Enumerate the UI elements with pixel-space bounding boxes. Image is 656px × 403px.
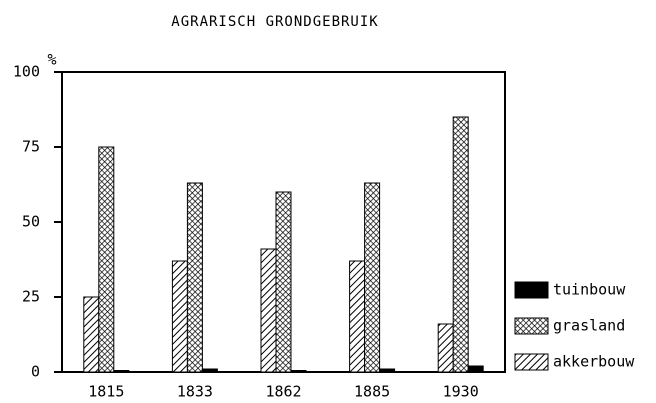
bar	[467, 365, 484, 373]
x-tick-label: 1833	[177, 383, 213, 401]
bar	[83, 296, 100, 373]
bar	[275, 191, 292, 373]
bar	[201, 368, 218, 373]
bar	[452, 116, 469, 373]
legend-swatch	[514, 353, 549, 371]
y-tick-label: 75	[22, 138, 40, 156]
y-tick-label: 50	[22, 213, 40, 231]
x-tick-label: 1885	[354, 383, 390, 401]
bar	[379, 368, 396, 373]
bar	[171, 260, 188, 373]
bar	[186, 182, 203, 373]
legend-label: grasland	[553, 317, 625, 335]
y-tick-label: 0	[31, 363, 40, 381]
legend-label: akkerbouw	[553, 353, 635, 371]
x-tick-label: 1930	[443, 383, 479, 401]
y-tick-label: 25	[22, 288, 40, 306]
bar	[290, 370, 307, 373]
bar	[349, 260, 366, 373]
legend-label: tuinbouw	[553, 281, 626, 299]
legend-swatch	[514, 281, 549, 299]
chart-title: AGRARISCH GRONDGEBRUIK	[171, 14, 378, 30]
legend-swatch	[514, 317, 549, 335]
bar	[260, 248, 277, 373]
bar	[113, 370, 130, 373]
bar	[364, 182, 381, 373]
bar	[437, 323, 454, 373]
y-axis-label: %	[47, 51, 56, 69]
bar	[98, 146, 115, 373]
x-tick-label: 1815	[88, 383, 124, 401]
y-tick-label: 100	[13, 63, 40, 81]
x-tick-label: 1862	[265, 383, 301, 401]
